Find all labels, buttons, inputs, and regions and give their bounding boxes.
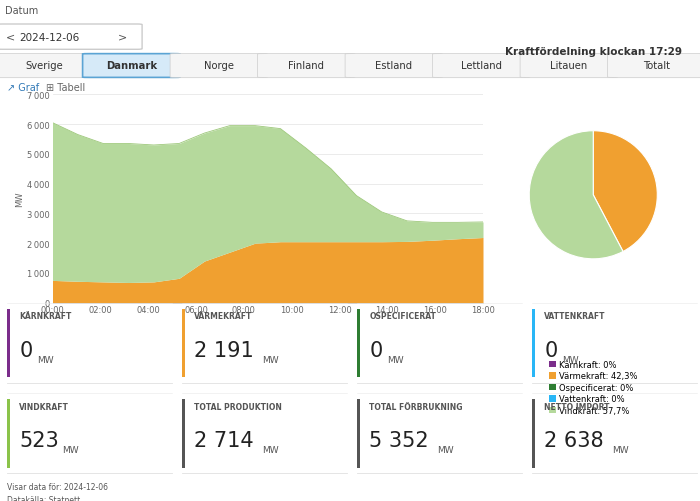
- Text: VÄRMEKRAFT: VÄRMEKRAFT: [195, 312, 253, 321]
- Text: Datakälla: Statnett: Datakälla: Statnett: [7, 495, 80, 501]
- Bar: [357, 399, 360, 467]
- Text: ⊞ Tabell: ⊞ Tabell: [46, 83, 85, 93]
- FancyBboxPatch shape: [520, 55, 617, 78]
- Bar: [182, 399, 185, 467]
- Bar: [532, 309, 535, 377]
- FancyBboxPatch shape: [608, 55, 700, 78]
- Text: OSPECIFICERAT: OSPECIFICERAT: [370, 312, 436, 321]
- Text: VINDKRAFT: VINDKRAFT: [20, 402, 69, 411]
- Text: MW: MW: [438, 445, 454, 454]
- Text: Danmark: Danmark: [106, 61, 157, 71]
- FancyBboxPatch shape: [83, 55, 180, 78]
- Text: MW: MW: [387, 355, 404, 364]
- Text: Datum: Datum: [5, 7, 38, 16]
- Y-axis label: MW: MW: [15, 191, 24, 207]
- FancyBboxPatch shape: [258, 55, 355, 78]
- Bar: [7, 309, 10, 377]
- Text: MW: MW: [62, 445, 79, 454]
- FancyBboxPatch shape: [0, 25, 142, 50]
- Wedge shape: [593, 131, 657, 252]
- Text: 2 714: 2 714: [195, 430, 254, 450]
- Bar: [182, 309, 185, 377]
- Text: VATTENKRAFT: VATTENKRAFT: [545, 312, 606, 321]
- Text: MW: MW: [37, 355, 54, 364]
- Text: 0: 0: [20, 340, 32, 360]
- Text: KÄRNKRAFT: KÄRNKRAFT: [20, 312, 71, 321]
- Text: MW: MW: [612, 445, 629, 454]
- Text: >: >: [118, 33, 127, 43]
- Text: Finland: Finland: [288, 61, 324, 71]
- FancyBboxPatch shape: [433, 55, 530, 78]
- Text: 2 638: 2 638: [545, 430, 604, 450]
- Text: Norge: Norge: [204, 61, 234, 71]
- Text: MW: MW: [262, 355, 279, 364]
- Text: MW: MW: [262, 445, 279, 454]
- Text: ↗ Graf: ↗ Graf: [7, 83, 39, 93]
- Text: TOTAL PRODUKTION: TOTAL PRODUKTION: [195, 402, 282, 411]
- Text: 0: 0: [545, 340, 557, 360]
- Text: Litauen: Litauen: [550, 61, 587, 71]
- Text: NETTO IMPORT: NETTO IMPORT: [545, 402, 610, 411]
- Text: Visar data för: 2024-12-06: Visar data för: 2024-12-06: [7, 482, 108, 491]
- Text: Lettland: Lettland: [461, 61, 502, 71]
- Text: Sverige: Sverige: [25, 61, 62, 71]
- Text: 523: 523: [20, 430, 59, 450]
- Wedge shape: [529, 131, 623, 260]
- FancyBboxPatch shape: [0, 55, 92, 78]
- Bar: [7, 399, 10, 467]
- Text: TOTAL FÖRBRUKNING: TOTAL FÖRBRUKNING: [370, 402, 463, 411]
- Bar: [357, 309, 360, 377]
- Text: 2 191: 2 191: [195, 340, 254, 360]
- FancyBboxPatch shape: [170, 55, 267, 78]
- Text: 5 352: 5 352: [370, 430, 429, 450]
- Text: <: <: [6, 33, 15, 43]
- Title: Kraftfördelning klockan 17:29: Kraftfördelning klockan 17:29: [505, 47, 682, 57]
- Text: 2024-12-06: 2024-12-06: [19, 33, 79, 43]
- Text: Estland: Estland: [375, 61, 412, 71]
- Bar: [532, 399, 535, 467]
- Text: 0: 0: [370, 340, 382, 360]
- FancyBboxPatch shape: [345, 55, 442, 78]
- Text: Totalt: Totalt: [643, 61, 670, 71]
- Text: MW: MW: [562, 355, 579, 364]
- Legend: Kärnkraft: 0%, Värmekraft: 42,3%, Ospecificerat: 0%, Vattenkraft: 0%, Vindkraft:: Kärnkraft: 0%, Värmekraft: 42,3%, Ospeci…: [549, 360, 638, 415]
